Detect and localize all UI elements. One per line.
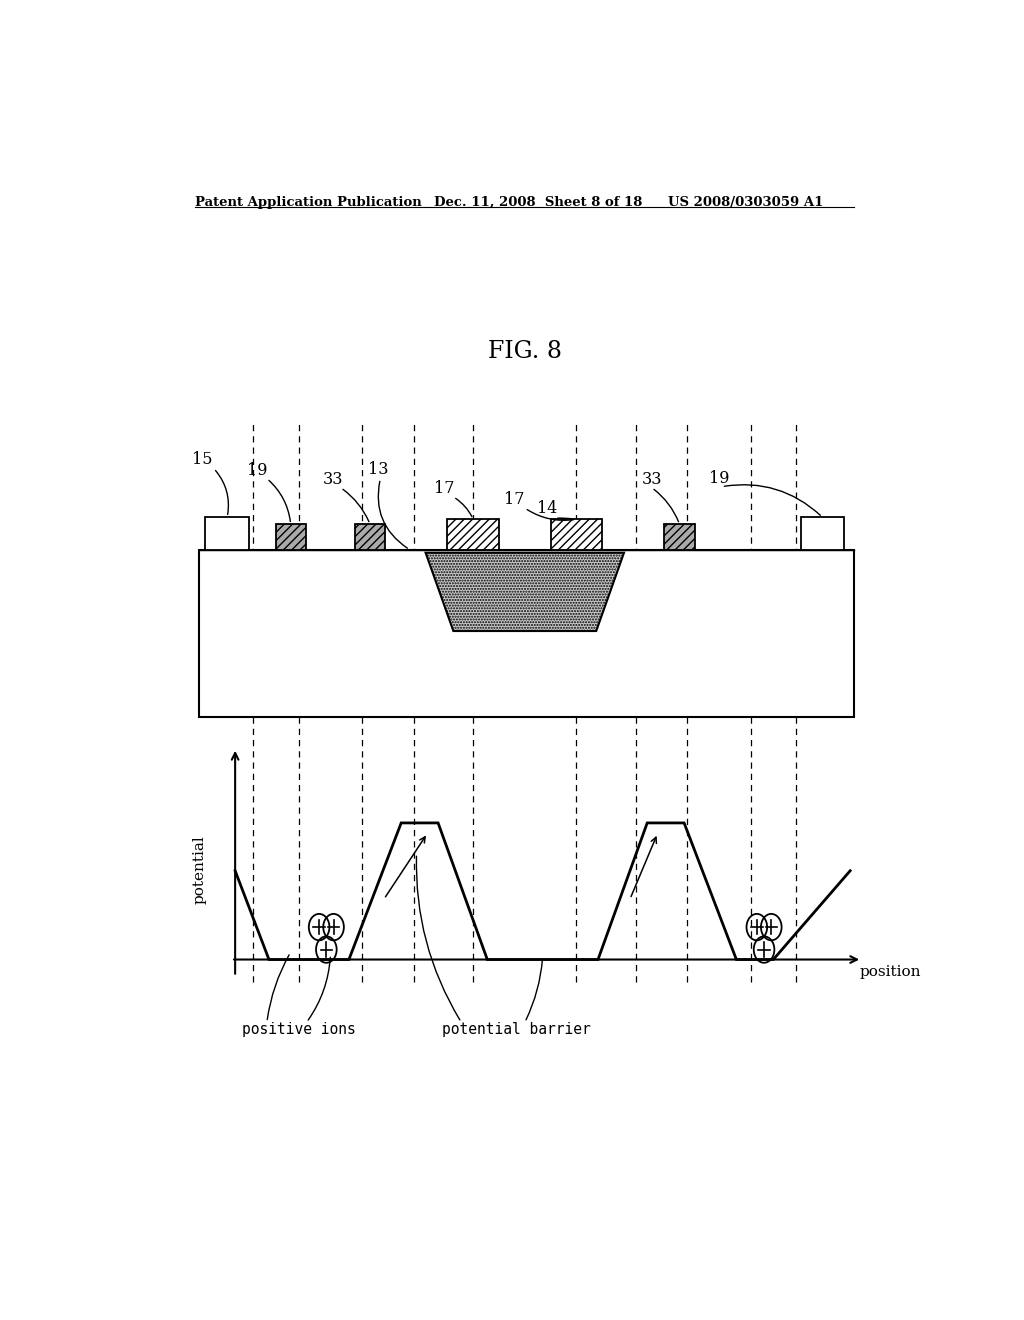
Text: potential barrier: potential barrier — [442, 1022, 591, 1038]
Text: 33: 33 — [641, 471, 663, 487]
Text: 33: 33 — [323, 471, 343, 487]
Text: Patent Application Publication: Patent Application Publication — [196, 195, 422, 209]
Text: positive ions: positive ions — [242, 1022, 355, 1038]
Bar — [200, 549, 854, 718]
Text: 13: 13 — [368, 461, 388, 478]
Bar — [206, 517, 249, 549]
Text: Dec. 11, 2008  Sheet 8 of 18: Dec. 11, 2008 Sheet 8 of 18 — [433, 195, 642, 209]
Text: 17: 17 — [433, 480, 454, 496]
Text: 17: 17 — [504, 491, 524, 508]
Polygon shape — [426, 553, 624, 631]
Text: potential: potential — [193, 836, 207, 904]
Bar — [275, 524, 306, 549]
Text: 15: 15 — [191, 451, 212, 469]
Text: US 2008/0303059 A1: US 2008/0303059 A1 — [668, 195, 823, 209]
Bar — [801, 517, 844, 549]
Bar — [551, 519, 602, 549]
Bar — [355, 524, 385, 549]
Text: 19: 19 — [709, 470, 729, 487]
Text: position: position — [859, 965, 921, 978]
Bar — [665, 524, 694, 549]
Text: 19: 19 — [247, 462, 267, 479]
Text: FIG. 8: FIG. 8 — [487, 341, 562, 363]
Text: 14: 14 — [537, 500, 557, 517]
Bar — [447, 519, 499, 549]
